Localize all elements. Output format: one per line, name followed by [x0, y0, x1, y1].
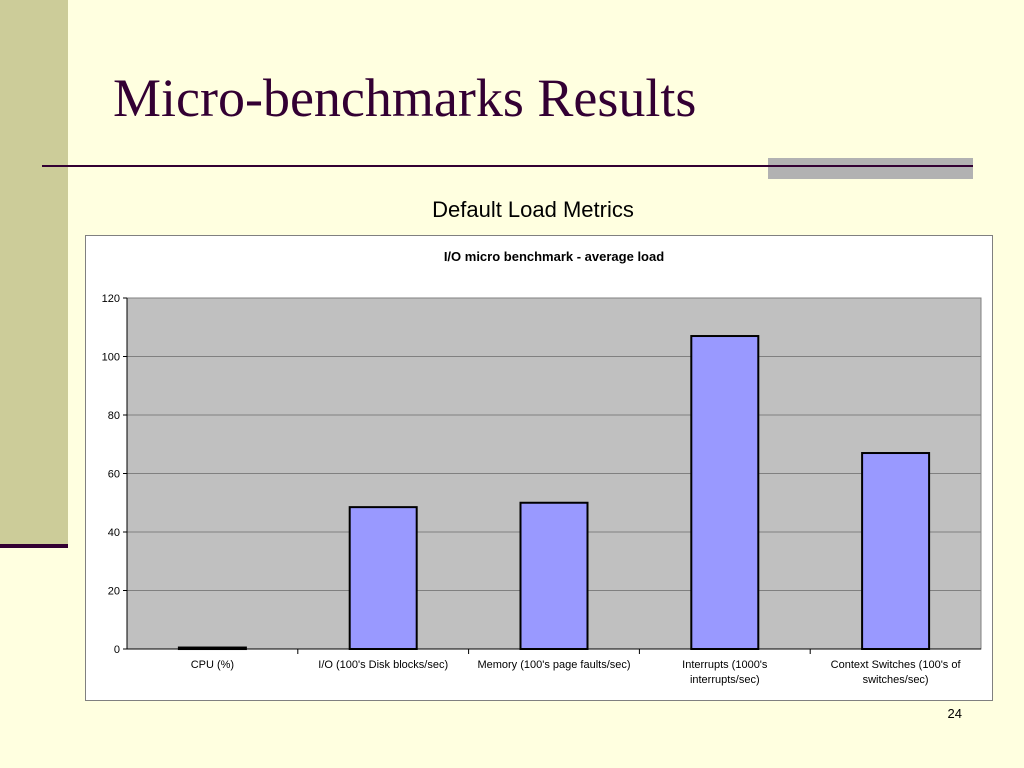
chart-title: I/O micro benchmark - average load: [444, 249, 664, 264]
y-tick-label: 120: [102, 293, 120, 305]
y-tick-label: 80: [108, 410, 120, 422]
x-tick-label: Interrupts (1000's interrupts/sec): [682, 659, 768, 686]
title-accent-bar: [768, 158, 973, 179]
y-tick-label: 100: [102, 352, 120, 364]
side-decoration-rule: [0, 544, 68, 548]
x-tick-label: Context Switches (100's of switches/sec): [831, 659, 962, 686]
bar: [861, 452, 931, 650]
bar-chart: I/O micro benchmark - average load 0 20 40 6…: [102, 249, 982, 686]
chart-frame: I/O micro benchmark - average load 0 20 40 6…: [85, 235, 993, 701]
bar: [519, 501, 589, 650]
bar: [690, 335, 760, 651]
x-tick-label: I/O (100's Disk blocks/sec): [318, 659, 448, 671]
bar: [348, 506, 418, 651]
y-tick-label: 40: [108, 527, 120, 539]
slide-title: Micro-benchmarks Results: [113, 68, 697, 128]
x-tick-label: Memory (100's page faults/sec): [477, 659, 630, 671]
slide-number: 24: [947, 706, 962, 721]
title-underline: [42, 165, 973, 167]
slide-subtitle: Default Load Metrics: [432, 197, 634, 222]
side-decoration-band: [0, 0, 68, 546]
y-tick-label: 20: [108, 586, 120, 598]
x-tick-label: CPU (%): [191, 659, 234, 671]
y-tick-label: 60: [108, 469, 120, 481]
y-tick-label: 0: [114, 644, 120, 656]
